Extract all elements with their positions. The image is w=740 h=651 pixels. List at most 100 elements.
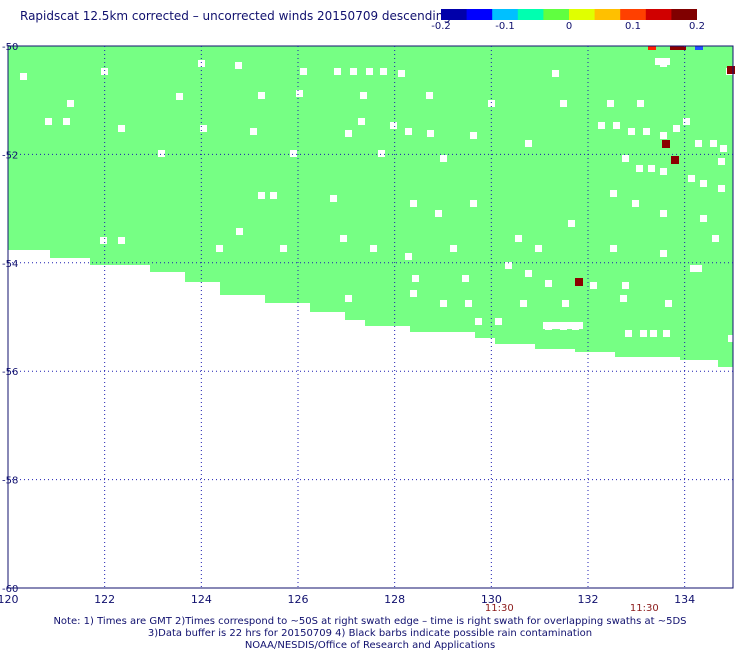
missing-cell — [45, 118, 52, 125]
anomaly-cell — [671, 156, 679, 164]
missing-cell — [118, 237, 125, 244]
colorbar-segment — [466, 9, 493, 20]
missing-cell — [695, 140, 702, 147]
missing-cell — [622, 155, 629, 162]
missing-cell — [660, 210, 667, 217]
missing-cell — [270, 192, 277, 199]
missing-cell — [543, 322, 583, 329]
longitude-tick-label: 128 — [384, 593, 405, 606]
colorbar — [441, 9, 697, 20]
missing-cell — [405, 253, 412, 260]
missing-cell — [655, 58, 670, 65]
colorbar-segment — [441, 9, 468, 20]
colorbar-segment — [569, 9, 596, 20]
colorbar-segment — [543, 9, 570, 20]
missing-cell — [280, 245, 287, 252]
missing-cell — [665, 300, 672, 307]
missing-cell — [640, 330, 647, 337]
missing-cell — [290, 150, 297, 157]
missing-cell — [520, 300, 527, 307]
missing-cell — [673, 125, 680, 132]
missing-cell — [345, 130, 352, 137]
missing-cell — [435, 210, 442, 217]
colorbar-tick-label: -0.1 — [495, 21, 515, 32]
colorbar-segment — [594, 9, 621, 20]
latitude-tick-label: -58 — [2, 476, 18, 487]
missing-cell — [470, 200, 477, 207]
missing-cell — [650, 330, 657, 337]
missing-cell — [390, 122, 397, 129]
anomaly-cell — [670, 46, 678, 50]
missing-cell — [625, 330, 632, 337]
missing-cell — [216, 245, 223, 252]
missing-cell — [562, 300, 569, 307]
missing-cell — [250, 128, 257, 135]
missing-cell — [350, 68, 357, 75]
missing-cell — [718, 158, 725, 165]
missing-cell — [590, 282, 597, 289]
missing-cell — [525, 270, 532, 277]
longitude-tick-label: 124 — [191, 593, 212, 606]
colorbar-tick-label: 0 — [565, 21, 573, 32]
missing-cell — [607, 100, 614, 107]
missing-cell — [700, 215, 707, 222]
missing-cell — [632, 200, 639, 207]
longitude-tick-label: 126 — [288, 593, 309, 606]
latitude-tick-label: -56 — [2, 367, 18, 378]
missing-cell — [568, 220, 575, 227]
missing-cell — [515, 235, 522, 242]
missing-cell — [340, 235, 347, 242]
missing-cell — [525, 140, 532, 147]
missing-cell — [688, 175, 695, 182]
colorbar-tick-label: -0.2 — [431, 21, 451, 32]
missing-cell — [410, 200, 417, 207]
plot-frame — [7, 45, 734, 589]
missing-cell — [505, 262, 512, 269]
notes-line-1: Note: 1) Times are GMT 2)Times correspon… — [53, 616, 687, 627]
missing-cell — [637, 100, 644, 107]
missing-cell — [545, 280, 552, 287]
missing-cell — [475, 318, 482, 325]
missing-cell — [380, 68, 387, 75]
anomaly-cell — [695, 46, 703, 50]
latitude-tick-label: -50 — [2, 42, 18, 53]
missing-cell — [410, 290, 417, 297]
missing-cell — [465, 300, 472, 307]
missing-cell — [728, 335, 735, 342]
missing-cell — [378, 150, 385, 157]
missing-cell — [426, 92, 433, 99]
missing-cell — [718, 185, 725, 192]
colorbar-segment — [671, 9, 697, 20]
missing-cell — [488, 100, 495, 107]
colorbar-tick-label: 0.2 — [689, 21, 705, 32]
missing-cell — [330, 195, 337, 202]
missing-cell — [643, 128, 650, 135]
anomaly-cell — [727, 66, 735, 74]
missing-cell — [235, 62, 242, 69]
missing-cell — [712, 235, 719, 242]
latitude-tick-label: -60 — [2, 584, 18, 595]
missing-cell — [296, 90, 303, 97]
missing-cell — [610, 190, 617, 197]
missing-cell — [176, 93, 183, 100]
missing-cell — [700, 180, 707, 187]
missing-cell — [613, 122, 620, 129]
missing-cell — [412, 275, 419, 282]
missing-cell — [258, 92, 265, 99]
missing-cell — [67, 100, 74, 107]
missing-cell — [663, 330, 670, 337]
missing-cell — [427, 130, 434, 137]
missing-cell — [118, 125, 125, 132]
missing-cell — [552, 70, 559, 77]
missing-cell — [100, 237, 107, 244]
missing-cell — [300, 68, 307, 75]
missing-cell — [440, 155, 447, 162]
anomaly-cell — [648, 46, 656, 50]
notes-line-2: 3)Data buffer is 22 hrs for 20150709 4) … — [147, 628, 593, 639]
colorbar-segment — [492, 9, 519, 20]
missing-cell — [398, 70, 405, 77]
longitude-tick-label: 134 — [674, 593, 695, 606]
missing-cell — [366, 68, 373, 75]
missing-cell — [622, 282, 629, 289]
latitude-tick-label: -54 — [2, 259, 18, 270]
